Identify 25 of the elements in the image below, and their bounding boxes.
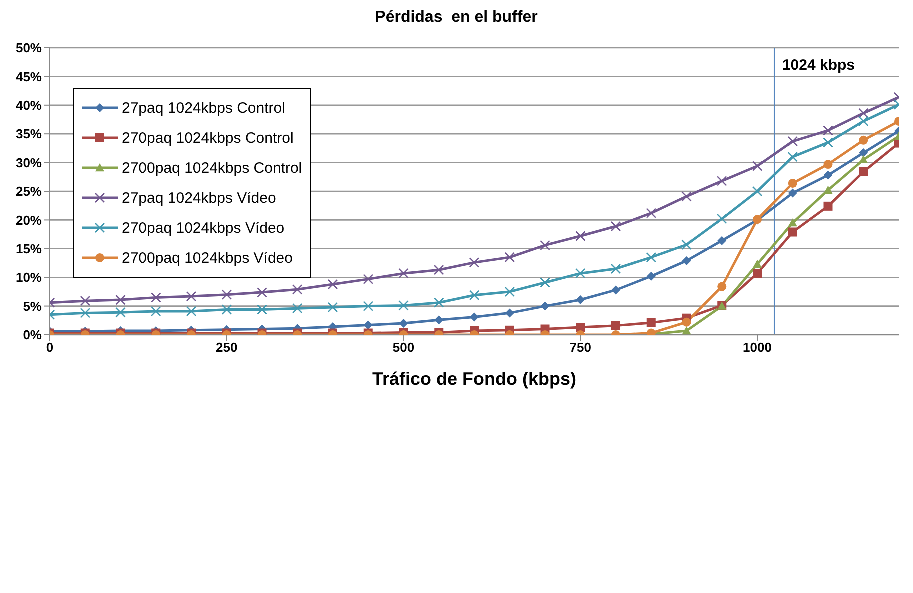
x-tick-label: 1000 [743,340,772,356]
x-tick-label: 0 [46,340,54,356]
x-tick-label: 500 [392,340,415,356]
ref-line-label: 1024 kbps [782,57,856,74]
y-tick-label: 20% [16,212,42,228]
y-tick-label: 25% [16,184,42,200]
legend-label: 2700paq 1024kbps Vídeo [122,250,293,266]
legend-label: 270paq 1024kbps Control [122,130,294,146]
y-tick-label: 10% [16,270,42,286]
y-tick-label: 30% [16,155,42,170]
x-tick-label: 250 [216,340,238,356]
y-tick-label: 40% [16,98,42,114]
y-tick-label: 15% [16,242,42,257]
y-tick-label: 50% [16,40,42,56]
x-axis-title: Tráfico de Fondo (kbps) [372,369,577,389]
y-tick-label: 45% [16,69,42,84]
legend-label: 270paq 1024kbps Vídeo [122,220,285,236]
y-tick-label: 35% [16,126,42,142]
y-tick-label: 5% [23,298,42,314]
chart-title: Pérdidas en el buffer [374,8,539,28]
legend-label: 2700paq 1024kbps Control [122,160,302,176]
legend-label: 27paq 1024kbps Vídeo [122,190,276,206]
y-tick-label: 0% [23,328,42,343]
legend-label: 27paq 1024kbps Control [122,100,286,116]
x-tick-label: 750 [570,340,592,356]
